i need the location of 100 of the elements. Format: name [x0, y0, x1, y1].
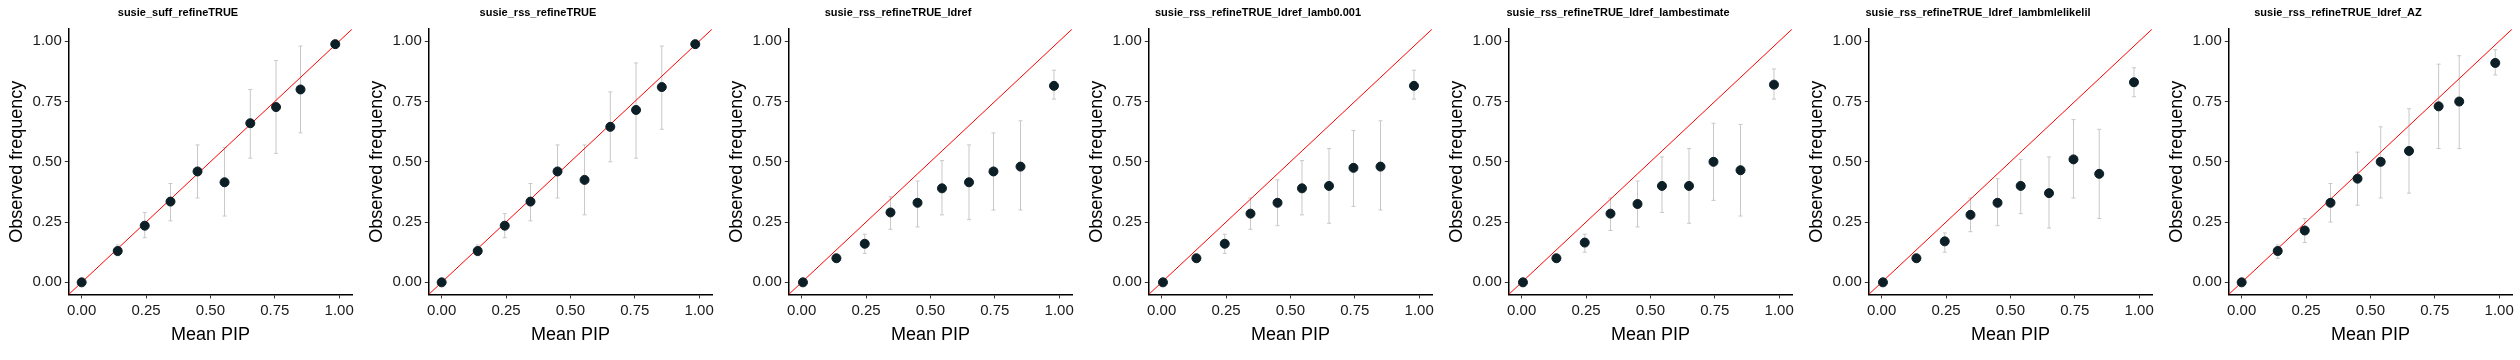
point [579, 174, 590, 185]
y-tick-label: 0.75 [1112, 91, 1142, 109]
point [1272, 197, 1283, 208]
x-axis-title: Mean PIP [1250, 324, 1330, 345]
point [2325, 197, 2336, 208]
x-tick-label: 0.00 [67, 300, 97, 318]
chart-title: susie_suff_refineTRUE [117, 5, 239, 18]
y-tick-label: 0.50 [1832, 151, 1862, 169]
x-axis-title: Mean PIP [2330, 324, 2410, 345]
point [2375, 156, 2386, 167]
y-tick-label: 0.50 [1112, 151, 1142, 169]
point [2094, 168, 2105, 179]
point [2454, 96, 2465, 107]
x-axis-title: Mean PIP [170, 324, 250, 345]
point [2044, 188, 2055, 199]
y-axis-title: Observed frequency [1085, 80, 1106, 243]
x-tick-label: 0.50 [2355, 300, 2385, 318]
x-tick-label: 0.25 [131, 300, 161, 318]
point [2128, 77, 2139, 88]
x-tick-label: 0.00 [427, 300, 457, 318]
point [1965, 209, 1976, 220]
y-tick-label: 0.25 [752, 212, 782, 230]
y-tick-label: 1.00 [752, 31, 782, 49]
point [2299, 225, 2310, 236]
x-tick-label: 0.25 [1211, 300, 1241, 318]
y-tick-label: 0.75 [392, 91, 422, 109]
point [139, 220, 150, 231]
point [1656, 180, 1667, 191]
y-axis-title: Observed frequency [725, 80, 746, 243]
chart-title: susie_rss_refineTRUE_ldref_AZ [2254, 5, 2423, 18]
x-tick-label: 0.00 [2227, 300, 2257, 318]
x-tick-label: 1.00 [1044, 300, 1074, 318]
y-axis-title: Observed frequency [2165, 80, 2186, 243]
point [859, 238, 870, 249]
y-tick-label: 1.00 [1472, 31, 1502, 49]
x-tick-label: 0.25 [2291, 300, 2321, 318]
point [988, 166, 999, 177]
point [1708, 156, 1719, 167]
point [1517, 277, 1528, 288]
point [1157, 277, 1168, 288]
point [1408, 80, 1419, 91]
y-tick-label: 0.75 [1832, 91, 1862, 109]
y-axis-title: Observed frequency [5, 80, 26, 243]
point [2404, 145, 2415, 156]
y-tick-label: 0.75 [32, 91, 62, 109]
x-tick-label: 0.75 [1700, 300, 1730, 318]
chart-title: susie_rss_refineTRUE_ldref [824, 5, 972, 18]
point [1992, 197, 2003, 208]
point [1324, 180, 1335, 191]
y-tick-label: 0.75 [1472, 91, 1502, 109]
x-tick-label: 0.75 [980, 300, 1010, 318]
x-tick-label: 0.75 [260, 300, 290, 318]
y-tick-label: 0.25 [392, 212, 422, 230]
x-tick-label: 0.75 [2420, 300, 2450, 318]
y-tick-label: 0.25 [1832, 212, 1862, 230]
y-tick-label: 0.00 [1832, 272, 1862, 290]
y-tick-label: 0.00 [392, 272, 422, 290]
x-tick-label: 1.00 [324, 300, 354, 318]
point [1191, 253, 1202, 264]
y-tick-label: 0.50 [392, 151, 422, 169]
point [76, 277, 87, 288]
x-tick-label: 0.00 [787, 300, 817, 318]
x-tick-label: 1.00 [2124, 300, 2154, 318]
point [271, 102, 282, 113]
x-tick-label: 1.00 [2484, 300, 2514, 318]
y-tick-label: 1.00 [1112, 31, 1142, 49]
y-tick-label: 0.50 [32, 151, 62, 169]
y-tick-label: 0.75 [752, 91, 782, 109]
y-tick-label: 0.00 [1112, 272, 1142, 290]
x-tick-label: 1.00 [1764, 300, 1794, 318]
y-tick-label: 0.25 [1112, 212, 1142, 230]
x-tick-label: 0.75 [2060, 300, 2090, 318]
point [964, 177, 975, 188]
chart-title: susie_rss_refineTRUE_ldref_lambmlelikelil [1865, 5, 2091, 18]
point [885, 207, 896, 218]
point [2352, 173, 2363, 184]
x-tick-label: 0.25 [1571, 300, 1601, 318]
point [912, 197, 923, 208]
y-axis-title: Observed frequency [365, 80, 386, 243]
x-axis-title: Mean PIP [1970, 324, 2050, 345]
point [631, 104, 642, 115]
x-tick-label: 1.00 [1404, 300, 1434, 318]
point [1048, 80, 1059, 91]
point [1632, 198, 1643, 209]
y-axis-title: Observed frequency [1805, 80, 1826, 243]
x-axis-title: Mean PIP [890, 324, 970, 345]
y-tick-label: 1.00 [32, 31, 62, 49]
y-tick-label: 1.00 [392, 31, 422, 49]
x-tick-label: 0.00 [1507, 300, 1537, 318]
y-tick-label: 0.00 [752, 272, 782, 290]
point [831, 253, 842, 264]
point [1735, 165, 1746, 176]
x-tick-label: 0.50 [1995, 300, 2025, 318]
point [1219, 238, 1230, 249]
x-tick-label: 0.25 [491, 300, 521, 318]
y-tick-label: 0.00 [32, 272, 62, 290]
x-tick-label: 0.25 [851, 300, 881, 318]
chart-title: susie_rss_refineTRUE_ldref_lamb0.001 [1154, 5, 1362, 18]
point [605, 121, 616, 132]
y-tick-label: 1.00 [2192, 31, 2222, 49]
